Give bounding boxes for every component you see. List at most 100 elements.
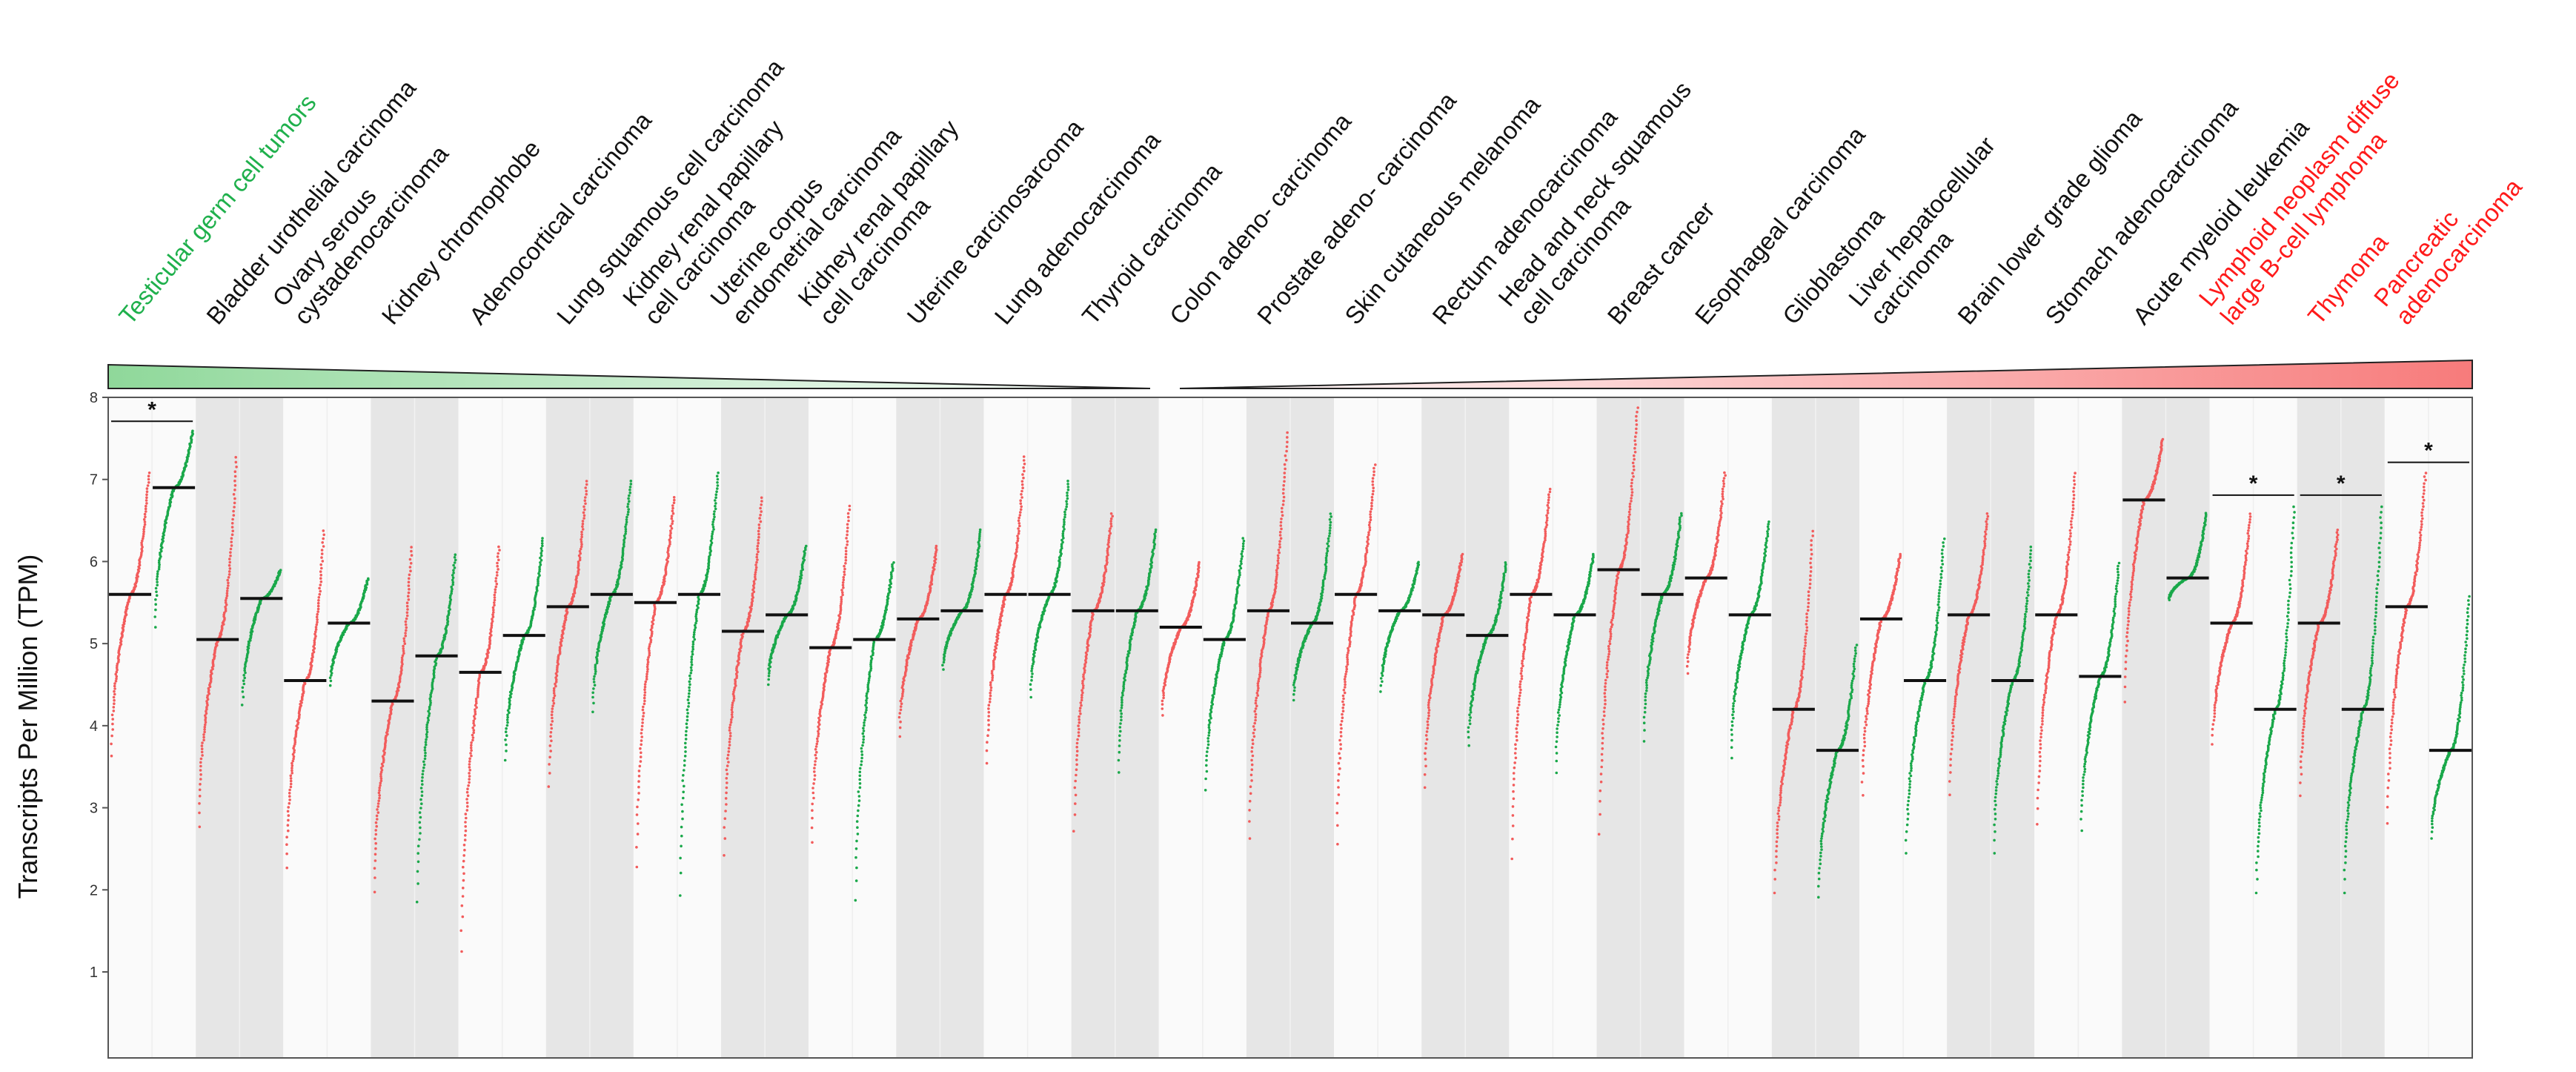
green-series-point [715,490,718,493]
red-series-point [1518,694,1521,698]
green-series-point [1292,698,1295,702]
red-series-point [319,589,322,593]
red-series-point [987,704,991,707]
red-series-point [1254,712,1258,716]
red-series-point [202,735,205,739]
green-series-point [767,675,771,678]
red-series-point [497,568,499,571]
red-series-point [668,534,672,537]
red-series-point [1513,752,1517,755]
red-series-point [1511,805,1515,808]
red-series-point [841,583,845,587]
green-series-point [626,513,629,516]
green-series-point [694,626,697,629]
green-series-point [451,580,455,584]
red-series-point [1427,698,1431,702]
green-series-point [1379,684,1383,687]
red-series-point [643,694,646,697]
red-series-point [230,526,234,529]
red-series-point [1019,499,1022,502]
red-series-point [989,697,992,701]
red-series-point [113,689,116,693]
red-series-point [582,514,586,517]
green-series-point [627,510,630,514]
red-series-point [843,573,846,576]
red-series-point [985,761,989,765]
red-series-point [1425,738,1429,741]
green-series-point [865,694,868,698]
green-series-point [156,575,159,578]
red-series-point [1253,728,1256,732]
red-series-point [735,676,738,680]
green-series-point [710,535,714,538]
red-series-point [1019,502,1023,505]
green-series-point [856,833,860,836]
red-series-point [988,701,992,704]
red-series-point [668,545,671,548]
red-series-point [643,699,646,703]
red-series-point [1338,767,1341,770]
red-series-point [814,745,818,748]
red-series-point [319,573,323,577]
red-series-point [495,571,499,574]
red-series-point [1423,773,1427,776]
green-series-point [854,879,858,882]
red-series-point [494,580,497,583]
green-series-point [1154,528,1158,532]
red-series-point [728,729,731,732]
red-series-point [1075,754,1079,757]
green-series-point [540,558,543,562]
green-series-point [432,676,436,679]
red-series-point [899,699,903,703]
red-series-point [1521,655,1525,658]
green-series-point [425,732,428,736]
red-series-point [374,829,378,832]
green-series-point [709,543,713,546]
green-series-point [591,691,594,695]
green-series-point [244,671,247,675]
green-series-point [689,666,693,669]
red-series-point [1427,704,1430,707]
red-series-point [1344,675,1347,678]
red-series-point [549,750,552,752]
green-series-point [1066,480,1069,483]
red-series-point [228,573,231,576]
red-series-point [407,595,410,598]
red-series-point [1346,655,1349,659]
red-series-point [233,474,237,478]
data-points [110,406,2471,953]
green-series-point [623,545,625,548]
red-series-point [475,701,478,705]
red-series-point [143,520,147,523]
red-series-point [288,798,291,801]
red-series-point [203,730,206,734]
red-series-point [646,658,649,661]
red-series-point [230,522,234,525]
green-series-point [863,724,866,727]
green-series-point [428,705,431,709]
red-series-point [231,529,235,532]
red-series-point [1336,824,1339,827]
red-series-point [1248,799,1252,803]
green-series-point [716,477,720,481]
red-series-point [145,499,148,502]
red-series-point [1424,742,1427,745]
red-series-point [637,770,641,772]
green-series-point [450,592,453,595]
red-series-point [584,496,587,499]
green-series-point [420,779,424,783]
red-series-point [728,744,731,747]
green-series-point [539,556,542,560]
green-series-point [693,638,697,641]
green-series-point [1329,520,1332,524]
red-series-point [1284,467,1287,471]
red-series-point [141,539,144,543]
red-series-point [463,838,467,841]
green-series-point [594,666,597,669]
red-series-point [639,755,643,758]
red-series-point [468,781,471,784]
red-series-point [811,841,814,844]
red-series-point [1369,518,1372,521]
red-series-point [1518,691,1522,695]
